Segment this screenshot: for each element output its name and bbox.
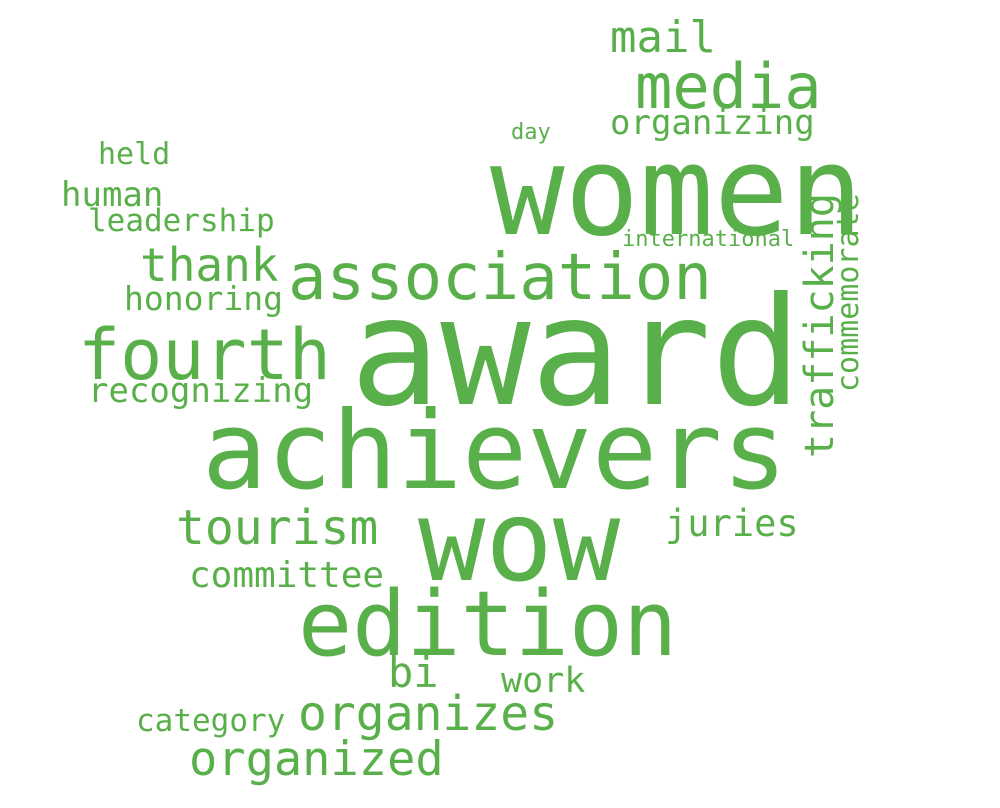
word-wow: wow	[418, 477, 621, 607]
word-thank: thank	[140, 238, 279, 292]
word-fourth: fourth	[78, 314, 331, 396]
word-category: category	[136, 703, 286, 739]
word-association: association	[288, 241, 712, 315]
word-human: human	[61, 175, 164, 215]
word-commemorate: commemorate	[831, 193, 866, 392]
word-work: work	[501, 661, 586, 701]
word-held: held	[98, 137, 171, 172]
word-bi: bi	[388, 648, 439, 697]
word-organized: organized	[189, 732, 444, 787]
word-honoring: honoring	[124, 279, 283, 318]
word-tourism: tourism	[176, 500, 379, 556]
word-media: media	[635, 50, 822, 123]
word-day: day	[511, 120, 551, 145]
word-award: award	[350, 266, 802, 440]
word-leadership: leadership	[88, 203, 275, 239]
word-mail: mail	[610, 12, 716, 63]
word-organizes: organizes	[298, 686, 559, 742]
word-juries: juries	[665, 502, 799, 545]
word-achievers: achievers	[202, 389, 788, 514]
word-edition: edition	[298, 572, 678, 677]
word-committee: committee	[189, 555, 385, 596]
word-international: international	[622, 227, 795, 252]
word-organizing: organizing	[610, 103, 815, 143]
word-women: women	[490, 120, 864, 264]
word-recognizing: recognizing	[88, 371, 314, 411]
